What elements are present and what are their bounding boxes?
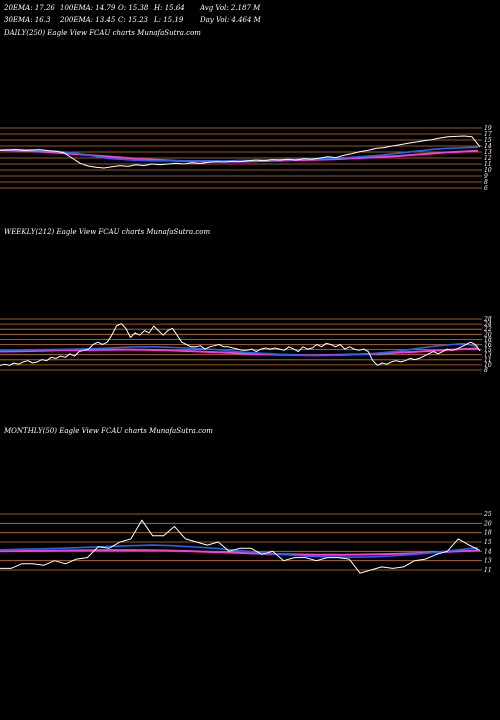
tick-label: 8 [484,179,488,186]
high-label: H: 15.64 [154,4,185,12]
tick-label: 18 [484,530,492,537]
tick-label: 15 [484,137,492,144]
ema-fast-series-line [0,342,479,357]
tick-label: 14 [484,548,492,555]
monthly-chart: 25 20 18 15 14 13 11 [0,511,492,574]
dayvol-label: Day Vol: 4.464 M [200,16,261,24]
tick-label: 20 [483,331,492,338]
low-label: L: 15.19 [154,16,184,24]
open-label: O: 15.38 [118,4,149,12]
tick-label: 19 [484,125,492,132]
tick-label: 13 [484,149,492,156]
tick-label: 14 [484,143,492,150]
tick-label: 17 [484,131,492,138]
price-series-line [0,323,481,366]
ema-fast-series-line [0,544,479,559]
ema100-label: 100EMA: 14.79 [60,4,116,12]
tick-label: 8 [484,367,488,374]
tick-label: 16 [484,342,492,349]
tick-label: 10 [484,362,492,369]
tick-label: 6 [484,185,488,192]
tick-label: 13 [484,558,492,565]
tick-label: 20 [483,520,492,527]
tick-label: 22 [483,326,492,333]
tick-label: 11 [484,567,492,574]
tick-label: 9 [484,173,488,180]
tick-label: 15 [484,539,492,546]
price-series-line [0,519,481,574]
tick-label: 11 [484,357,492,364]
tick-label: 25 [483,511,492,518]
ema-slow-series-line [0,549,479,556]
ema20-label: 20EMA: 17.26 [4,4,55,12]
tick-label: 28 [483,316,492,323]
ema30-label: 30EMA: 16.3 [4,16,51,24]
daily-panel-title: DAILY(250) Eagle View FCAU charts Munafa… [4,29,201,37]
tick-label: 12 [484,155,492,162]
ema-slow-series-line [0,347,479,357]
weekly-panel-title: WEEKLY(212) Eagle View FCAU charts Munaf… [4,228,211,236]
tick-label: 18 [484,336,492,343]
price-series-line [0,135,481,169]
tick-label: 24 [483,321,492,328]
tick-label: 15 [484,347,492,354]
tick-label: 13 [484,352,492,359]
ema-fast-series-line [0,146,479,162]
avgvol-label: Avg Vol: 2.187 M [200,4,261,12]
tick-label: 11 [484,161,492,168]
close-label: C: 15.23 [118,16,148,24]
ema200-label: 200EMA: 13.45 [60,16,116,24]
tick-label: 10 [484,167,492,174]
monthly-panel-title: MONTHLY(50) Eagle View FCAU charts Munaf… [4,427,213,435]
